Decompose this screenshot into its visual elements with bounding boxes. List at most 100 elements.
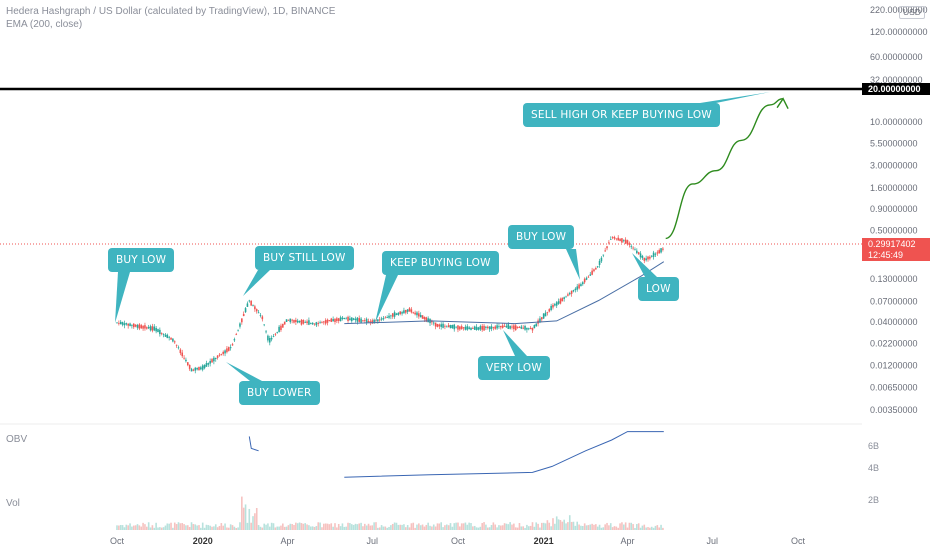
candle-body: [362, 320, 364, 322]
candle-body: [496, 325, 498, 329]
candle-body: [343, 318, 346, 319]
volume-bar: [336, 527, 338, 530]
volume-bar: [404, 527, 407, 530]
volume-bar: [481, 523, 483, 530]
volume-bar: [350, 524, 353, 530]
callout-pointers: [115, 92, 770, 381]
volume-bar: [149, 527, 152, 530]
candle-body: [488, 326, 491, 330]
volume-bar: [643, 524, 646, 530]
volume-bar: [662, 527, 664, 530]
volume-bar: [220, 523, 223, 530]
candle-body: [296, 320, 299, 323]
candle-body: [457, 325, 459, 330]
level-axis-label: 20.00000000: [868, 84, 921, 94]
volume-bar: [144, 524, 146, 530]
volume-bar: [233, 526, 236, 530]
volume-label[interactable]: Vol: [6, 498, 20, 509]
volume-bar: [511, 524, 513, 530]
price-axis: 220.00000000 120.00000000 60.00000000 32.00…: [870, 5, 928, 415]
volume-bar: [611, 527, 614, 530]
volume-bar: [604, 524, 606, 530]
volume-bar: [533, 526, 536, 530]
candle-body: [263, 324, 265, 326]
volume-bar: [324, 523, 327, 530]
candle-body: [358, 318, 361, 322]
currency-label[interactable]: USD: [899, 6, 925, 19]
volume-bar: [116, 525, 118, 530]
volume-bar: [639, 527, 642, 530]
obv-label[interactable]: OBV: [6, 434, 28, 445]
volume-bar: [352, 524, 355, 530]
volume-bar: [268, 526, 271, 530]
candle-body: [552, 304, 554, 308]
level-axis-tag: [862, 83, 930, 95]
candle-body: [324, 320, 327, 324]
volume-bar: [224, 523, 226, 530]
ema-indicator-label[interactable]: EMA (200, close): [6, 19, 83, 30]
candle-body: [546, 312, 549, 314]
candle-body: [365, 318, 368, 323]
volume-bar: [378, 527, 381, 530]
volume-bar: [552, 518, 554, 530]
candle-body: [155, 327, 157, 332]
callout-buy-still-low: BUY STILL LOW: [255, 246, 354, 270]
volume-bar: [334, 523, 336, 530]
candle-body: [619, 238, 621, 242]
candle-body: [147, 327, 150, 329]
candle-body: [501, 325, 504, 328]
price-tick-label: 0.50000000: [870, 225, 918, 235]
candle-body: [162, 334, 165, 335]
candle-body: [380, 318, 383, 320]
volume-bar: [658, 527, 660, 530]
candle-body: [175, 344, 178, 346]
candle-body: [416, 312, 418, 316]
volume-bar: [529, 525, 532, 530]
time-tick-label: Oct: [451, 536, 466, 546]
candle-body: [630, 246, 633, 248]
candle-body: [509, 325, 511, 329]
volume-bar: [386, 527, 388, 530]
volume-bar: [526, 524, 528, 530]
volume-bar: [200, 527, 202, 530]
candle-body: [637, 252, 640, 255]
volume-bar: [572, 521, 575, 530]
volume-bar: [367, 523, 370, 530]
candle-body: [548, 309, 551, 312]
volume-bar: [330, 523, 333, 530]
price-tick-label: 0.07000000: [870, 297, 918, 307]
volume-bar: [283, 526, 286, 530]
candle-body: [364, 320, 366, 322]
candle-body: [486, 326, 489, 329]
candle-body: [144, 325, 146, 329]
callout-buy-lower: BUY LOWER: [239, 381, 320, 405]
candle-body: [494, 326, 497, 329]
volume-bar: [118, 525, 120, 530]
volume-bar: [380, 525, 383, 530]
volume-bar: [598, 524, 601, 530]
volume-bar: [589, 524, 592, 530]
volume-bar: [192, 524, 195, 530]
candle-body: [142, 325, 144, 329]
volume-bar: [440, 522, 442, 530]
volume-bar: [155, 522, 157, 530]
volume-bar: [339, 526, 342, 530]
volume-bar: [203, 527, 206, 530]
candle-body: [453, 324, 456, 330]
candle-body: [220, 354, 223, 355]
volume-bar: [209, 525, 211, 530]
volume-bar: [583, 523, 586, 530]
volume-bar: [621, 522, 623, 530]
candle-body: [533, 325, 536, 329]
candle-body: [172, 338, 174, 342]
volume-bar: [241, 496, 243, 530]
time-tick-label: 2021: [534, 536, 554, 546]
candle-body: [140, 325, 143, 329]
callout-buy-low-1: BUY LOW: [108, 248, 175, 272]
volume-bar: [321, 527, 323, 530]
candle-body: [119, 321, 122, 325]
candle-body: [490, 326, 493, 330]
volume-bar: [410, 523, 413, 530]
volume-bar: [645, 527, 647, 530]
